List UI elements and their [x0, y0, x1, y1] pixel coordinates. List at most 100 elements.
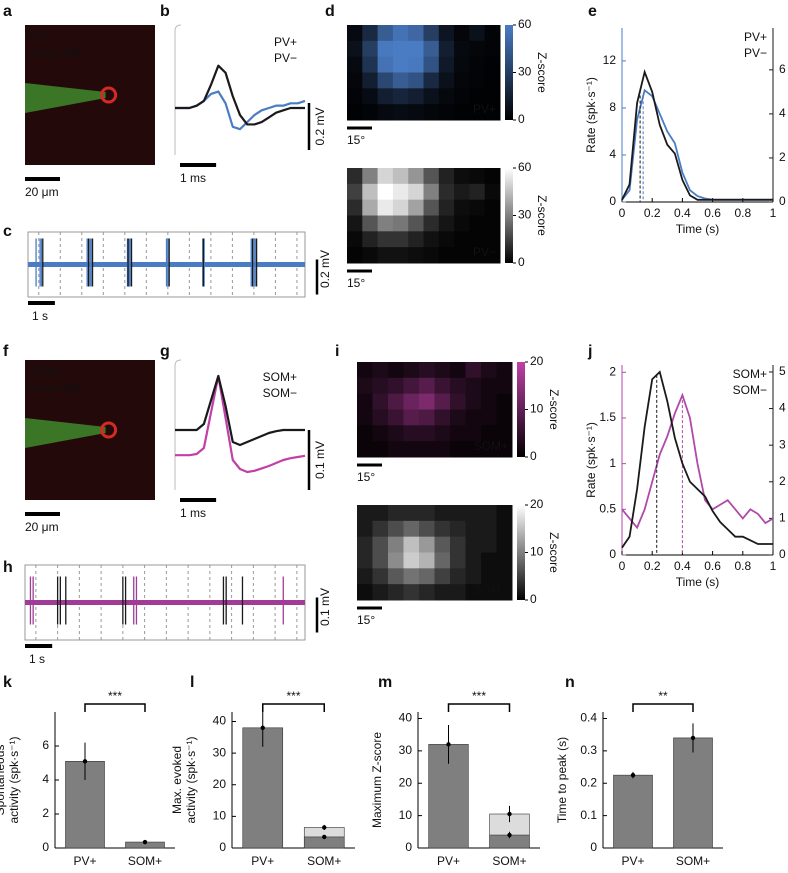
heatmap-cell — [392, 25, 409, 42]
y-tick-label: 0 — [590, 840, 597, 854]
heatmap-cell — [465, 520, 482, 538]
y-axis-label: Spontaneous — [0, 745, 7, 816]
heatmap-label: PV− — [473, 245, 496, 259]
heatmap-cell — [423, 215, 440, 232]
rate-line — [621, 88, 773, 201]
heatmap-cell — [423, 72, 440, 89]
colorbar — [505, 168, 513, 263]
heatmap-cell — [419, 425, 435, 442]
bar — [242, 727, 284, 849]
heatmap-cell — [438, 247, 455, 264]
x-tick-label: PV+ — [73, 854, 96, 868]
heatmap-cell — [481, 393, 497, 410]
heatmap-cell — [496, 536, 513, 553]
heatmap-cell — [388, 568, 404, 585]
heatmap-cell — [388, 505, 404, 522]
panel-letter: g — [160, 343, 170, 360]
y-tick-label: 4 — [42, 772, 49, 786]
heatmap-cell — [496, 393, 513, 410]
heatmap-cell — [419, 568, 435, 585]
heatmap-cell — [450, 377, 466, 395]
heatmap-cell — [357, 520, 373, 538]
heatmap-cell — [454, 231, 470, 248]
heatmap-cell — [347, 72, 363, 89]
heatmap-cell — [469, 199, 486, 216]
heatmap-cell — [454, 104, 470, 121]
heatmap-cell — [423, 104, 440, 121]
heatmap-cell — [434, 520, 451, 538]
colorbar-label: Z-score — [535, 52, 549, 93]
heatmap-cell — [484, 104, 501, 121]
legend-entry: SOM− — [263, 386, 297, 400]
image-label: Alexa 488 — [28, 381, 82, 395]
colorbar-tick-label: 20 — [530, 497, 544, 511]
heatmap-cell — [392, 215, 409, 232]
legend-entry: SOM+ — [733, 367, 767, 381]
heatmap-cell — [357, 584, 373, 601]
heatmap-cell — [481, 520, 497, 538]
heatmap-cell — [423, 25, 440, 42]
heatmap-cell — [408, 215, 424, 232]
x-tick-label: 0.6 — [704, 206, 721, 220]
x-tick-label: 1 — [770, 206, 777, 220]
heatmap-cell — [465, 536, 482, 553]
y2-tick-label: 2 — [779, 150, 786, 164]
bar — [673, 737, 713, 849]
significance-label: ** — [658, 689, 668, 703]
x-tick-label: 0.6 — [704, 559, 721, 573]
colorbar-tick-label: 0 — [518, 255, 525, 269]
heatmap-cell — [357, 505, 373, 522]
colorbar-label: Z-score — [547, 532, 561, 573]
x-tick-label: 1 — [770, 559, 777, 573]
y-tick-label: 0 — [42, 840, 49, 854]
legend-entry: SOM− — [733, 383, 767, 397]
heatmap-cell — [469, 72, 486, 89]
heatmap-cell — [392, 168, 409, 185]
heatmap-cell — [465, 377, 482, 395]
heatmap-cell — [408, 56, 424, 73]
heatmap-cell — [419, 584, 435, 601]
heatmap-cell — [465, 441, 482, 458]
heatmap-cell — [403, 536, 420, 553]
heatmap-cell — [469, 231, 486, 248]
heatmap-cell — [484, 215, 501, 232]
x-tick-label: PV+ — [251, 854, 274, 868]
heatmap-cell — [419, 409, 435, 426]
heatmap-cell — [496, 552, 513, 569]
y-tick-label: 0.1 — [580, 808, 597, 822]
heatmap-cell — [481, 441, 497, 458]
legend-entry: PV+ — [274, 35, 297, 49]
heatmap-cell — [408, 72, 424, 89]
heatmap-cell — [388, 377, 404, 395]
colorbar-tick-label: 0 — [530, 592, 537, 606]
heatmap-cell — [388, 393, 404, 410]
y-axis-label: activity (spk·s⁻¹) — [7, 736, 21, 823]
scale-label: 15° — [347, 276, 365, 290]
y-axis-label: Rate (spk·s⁻¹) — [584, 422, 598, 498]
heatmap-cell — [496, 584, 513, 601]
heatmap-cell — [362, 168, 379, 185]
colorbar-tick-label: 0 — [530, 449, 537, 463]
heatmap-cell — [496, 377, 513, 395]
heatmap-cell — [481, 552, 497, 569]
heatmap-cell — [423, 231, 440, 248]
heatmap-cell — [388, 520, 404, 538]
heatmap-cell — [419, 505, 435, 522]
heatmap-cell — [496, 362, 513, 379]
heatmap-cell — [388, 409, 404, 426]
heatmap-cell — [450, 409, 466, 426]
colorbar — [517, 362, 525, 457]
heatmap-cell — [377, 168, 394, 185]
heatmap-cell — [465, 584, 482, 601]
heatmap-cell — [347, 25, 363, 42]
x-tick-label: SOM+ — [492, 854, 526, 868]
heatmap-cell — [347, 88, 363, 105]
heatmap-cell — [372, 441, 389, 458]
panel-letter: m — [378, 674, 392, 691]
heatmap-cell — [450, 584, 466, 601]
heatmap-cell — [481, 425, 497, 442]
heatmap-cell — [450, 568, 466, 585]
heatmap-cell — [484, 88, 501, 105]
x-tick-label: 0.4 — [674, 559, 691, 573]
